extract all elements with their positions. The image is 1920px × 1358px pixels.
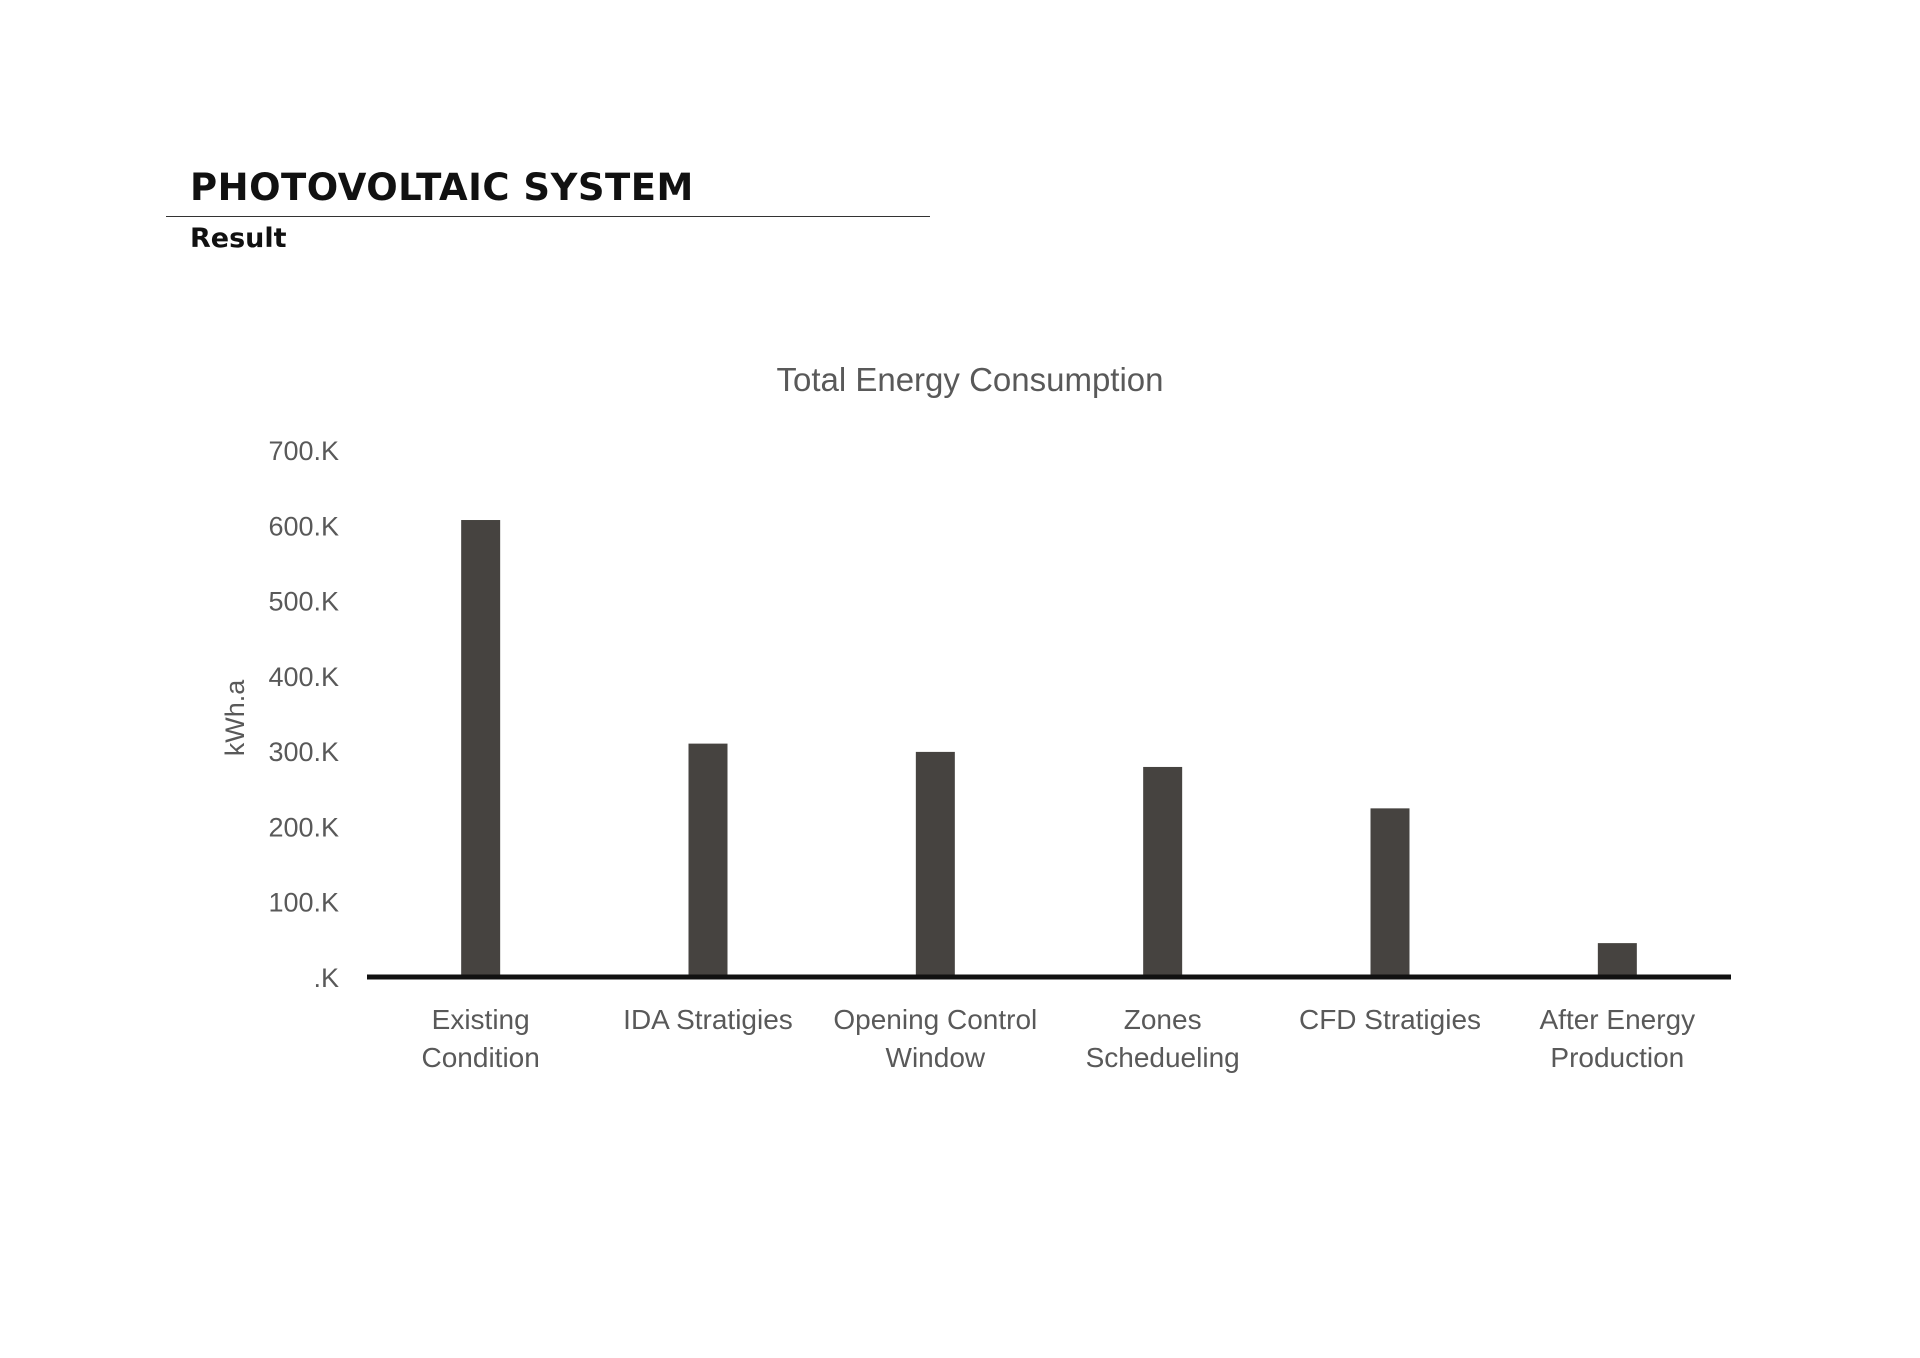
bar bbox=[1143, 766, 1183, 977]
y-tick-label: 100.K bbox=[268, 888, 339, 918]
x-category-label-line: Zones bbox=[1124, 1004, 1202, 1035]
x-category-label: Opening Control Window bbox=[833, 1004, 1037, 1073]
y-tick-label: 600.K bbox=[268, 511, 339, 541]
bar bbox=[1370, 808, 1410, 977]
y-tick-label: 500.K bbox=[268, 587, 339, 617]
x-category-label-line: After Energy bbox=[1540, 1004, 1696, 1035]
y-axis-ticks: .K 100.K 200.K 300.K 400.K 500.K 600.K 700.K bbox=[268, 436, 339, 993]
x-category-label-line: Window bbox=[886, 1042, 986, 1073]
y-tick-label: 200.K bbox=[268, 812, 339, 842]
page-subtitle: Result bbox=[190, 223, 287, 254]
bar bbox=[1597, 943, 1637, 977]
x-category-label-line: Schedueling bbox=[1086, 1042, 1240, 1073]
x-category-label-line: Opening Control bbox=[833, 1004, 1037, 1035]
x-category-label: CFD Stratigies bbox=[1299, 1004, 1481, 1035]
y-tick-label: 700.K bbox=[268, 436, 339, 466]
bar bbox=[915, 751, 955, 977]
x-axis-category-labels: Existing Condition IDA Stratigies Opening C… bbox=[422, 1004, 1696, 1073]
title-divider bbox=[166, 216, 930, 217]
bar bbox=[688, 743, 728, 977]
y-tick-label: .K bbox=[313, 963, 339, 993]
page-title: PHOTOVOLTAIC SYSTEM bbox=[190, 166, 694, 209]
x-category-label-line: Condition bbox=[422, 1042, 540, 1073]
x-category-label: After Energy Production bbox=[1540, 1004, 1696, 1073]
x-category-label-line: Existing bbox=[432, 1004, 530, 1035]
page-header: PHOTOVOLTAIC SYSTEM Result bbox=[166, 164, 930, 257]
x-category-label: IDA Stratigies bbox=[623, 1004, 793, 1035]
chart-title: Total Energy Consumption bbox=[776, 361, 1163, 398]
x-category-label-line: Production bbox=[1550, 1042, 1684, 1073]
y-tick-label: 400.K bbox=[268, 662, 339, 692]
x-category-label: Existing Condition bbox=[422, 1004, 540, 1073]
x-category-label-line: CFD Stratigies bbox=[1299, 1004, 1481, 1035]
y-axis-label-group: kWh.a bbox=[220, 679, 250, 757]
y-axis-label: kWh.a bbox=[220, 679, 250, 757]
bars bbox=[461, 520, 1637, 977]
x-category-label: Zones Schedueling bbox=[1086, 1004, 1240, 1073]
x-category-label-line: IDA Stratigies bbox=[623, 1004, 793, 1035]
y-tick-label: 300.K bbox=[268, 737, 339, 767]
bar bbox=[461, 520, 501, 977]
